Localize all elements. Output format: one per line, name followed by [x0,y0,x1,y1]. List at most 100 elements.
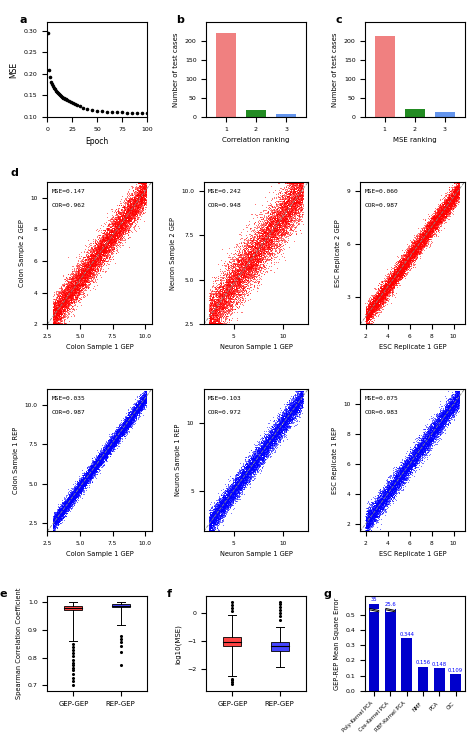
Point [137,400,145,412]
Point [444,198,451,210]
Point [70,286,77,298]
Point [267,236,274,248]
Point [380,502,387,513]
Point [401,263,408,275]
Point [434,207,442,218]
Point [291,202,299,214]
Point [286,403,293,415]
Point [223,282,231,294]
Point [134,193,141,205]
Point [451,402,458,414]
Point [113,434,121,446]
Point [398,474,405,486]
Point [412,455,419,467]
Point [214,499,222,510]
Point [233,245,241,257]
Point [430,420,438,432]
Point [429,218,437,230]
Point [434,425,441,437]
Point [452,189,460,201]
Point [90,245,97,257]
Point [378,501,386,513]
Point [101,451,109,463]
Point [255,461,263,473]
Point [297,189,304,201]
Point [371,302,378,314]
Point [296,386,304,398]
Point [53,510,61,522]
Point [113,434,120,446]
Point [411,441,419,452]
Point [411,236,419,248]
Point [86,277,94,289]
Point [401,469,408,481]
Point [124,418,132,430]
Point [224,276,231,288]
Point [397,259,405,270]
Point [228,298,236,310]
Point [440,204,448,215]
Point [114,229,122,241]
Point [59,504,66,516]
Point [120,210,128,222]
Point [375,294,383,306]
Point [387,478,394,490]
Point [438,204,446,216]
Point [450,192,458,204]
Point [136,403,144,415]
Point [112,431,119,443]
Point [448,202,456,214]
Point [55,508,63,520]
Point [229,483,237,495]
Point [136,196,143,208]
Point [91,464,99,476]
Point [405,458,413,470]
Point [425,429,432,441]
Point [231,490,238,502]
Point [299,390,307,402]
Point [120,201,128,213]
Point [78,282,86,294]
Point [242,262,249,273]
Point [369,519,376,531]
Point [369,303,377,315]
Point [225,288,233,300]
Point [245,236,252,247]
Point [118,233,126,244]
Point [264,229,272,241]
Point [137,397,145,409]
Point [274,435,282,447]
Point [141,178,148,189]
Point [270,218,277,230]
Point [417,444,424,455]
Point [66,499,73,511]
Point [248,470,256,482]
Point [374,499,382,510]
Point [57,510,64,522]
Point [107,437,114,449]
Point [114,429,121,441]
Point [436,415,444,427]
Point [439,205,447,217]
Point [98,451,105,463]
Point [89,461,96,473]
Point [403,264,411,276]
Point [138,400,146,412]
Point [219,285,226,296]
Point [115,218,123,230]
Point [450,194,458,206]
Point [226,291,234,302]
Point [287,202,295,214]
Point [419,240,427,252]
Point [105,233,112,244]
Point [91,258,99,270]
Point [268,428,276,440]
Point [137,182,144,194]
Point [410,452,417,464]
Point [61,290,68,302]
Point [268,430,276,442]
Point [402,259,410,270]
Point [266,243,274,255]
Point [135,401,142,413]
Point [299,207,306,218]
